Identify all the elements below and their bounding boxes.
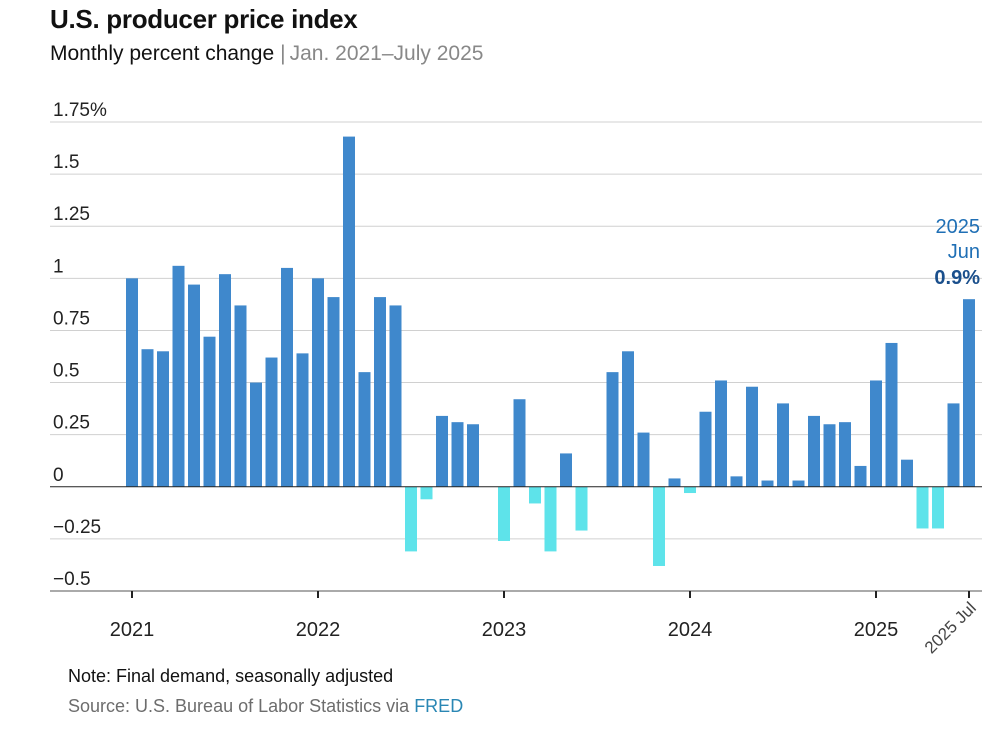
- bar-2024-08: [792, 480, 805, 487]
- bar-2025-05: [932, 486, 944, 529]
- annotation-year: 2025: [936, 216, 981, 238]
- y-tick-label: −0.5: [53, 569, 91, 590]
- bar-2024-04: [730, 476, 743, 487]
- bar-2025-07: [963, 299, 975, 487]
- bars: [126, 136, 975, 566]
- bar-2022-03: [343, 136, 355, 487]
- y-tick-label: 0.5: [53, 361, 79, 382]
- bar-2024-09: [808, 415, 820, 487]
- bar-2023-11: [653, 486, 665, 566]
- bar-2021-10: [265, 357, 278, 487]
- subtitle-separator: |: [280, 42, 286, 65]
- axes: [50, 486, 982, 592]
- subtitle-range: Jan. 2021–July 2025: [289, 42, 484, 65]
- bar-2023-03: [529, 486, 541, 504]
- y-tick-label: 0.25: [53, 413, 90, 434]
- bar-2021-07: [219, 274, 231, 487]
- y-tick-label: 1.5: [53, 152, 79, 173]
- bar-2023-04: [544, 486, 557, 552]
- latest-value-annotation: 2025 Jun 0.9%: [934, 216, 980, 289]
- bar-2024-10: [823, 424, 836, 487]
- chart-source: Source: U.S. Bureau of Labor Statistics …: [68, 696, 463, 717]
- bar-2025-02: [885, 342, 898, 487]
- bar-2022-09: [436, 415, 448, 487]
- y-tick-label: 0.75: [53, 308, 90, 329]
- bar-2021-05: [188, 284, 200, 487]
- bar-2025-01: [870, 380, 882, 487]
- bar-2022-07: [405, 486, 417, 552]
- chart-subtitle: Monthly percent change | Jan. 2021–July 20…: [50, 42, 483, 66]
- annotation-value: 0.9%: [934, 267, 980, 289]
- x-tick-label-rotated: 2025 Jul: [921, 598, 980, 657]
- bar-2024-12: [854, 465, 867, 487]
- bar-2021-03: [157, 351, 169, 487]
- bar-2022-02: [327, 297, 340, 487]
- chart-title: U.S. producer price index: [50, 4, 358, 34]
- y-tick-label: −0.25: [53, 517, 101, 538]
- bar-2025-04: [916, 486, 929, 529]
- x-tick-label: 2025: [854, 619, 899, 641]
- bar-2024-06: [761, 480, 774, 487]
- bar-2021-11: [281, 267, 293, 487]
- bar-2023-01: [498, 486, 510, 541]
- subtitle-main: Monthly percent change: [50, 42, 275, 65]
- bar-2024-11: [839, 422, 851, 487]
- bar-2022-05: [374, 297, 386, 487]
- bar-2021-12: [296, 353, 309, 487]
- bar-2021-01: [126, 278, 138, 487]
- bar-2022-04: [358, 372, 371, 487]
- bar-2023-12: [668, 478, 681, 487]
- bar-2022-11: [467, 424, 479, 487]
- bar-2023-02: [513, 399, 526, 487]
- bar-2024-05: [746, 386, 758, 487]
- bar-2025-03: [901, 459, 913, 487]
- bar-2022-10: [451, 422, 464, 487]
- source-text: Source: U.S. Bureau of Labor Statistics …: [68, 696, 410, 716]
- bar-2024-01: [684, 486, 696, 494]
- bar-2024-02: [699, 411, 712, 487]
- chart-note: Note: Final demand, seasonally adjusted: [68, 666, 394, 686]
- bar-2023-09: [622, 351, 634, 487]
- y-tick-label: 1.25: [53, 204, 90, 225]
- annotation-month: Jun: [948, 241, 980, 263]
- bar-2024-03: [715, 380, 727, 487]
- y-tick-label: 1.75%: [53, 100, 107, 121]
- bar-2025-06: [947, 403, 960, 487]
- bar-2021-09: [250, 382, 262, 487]
- bar-2023-05: [560, 453, 572, 487]
- x-axis-ticks: 2021 2022 2023 2024 2025 2025 Jul: [110, 591, 980, 657]
- y-tick-label: 1: [53, 256, 64, 277]
- x-tick-label: 2024: [668, 619, 713, 641]
- bar-2022-01: [312, 278, 324, 487]
- bar-2023-10: [637, 432, 650, 487]
- x-tick-label: 2021: [110, 619, 155, 641]
- bar-2024-07: [777, 403, 789, 487]
- y-axis-tick-labels: 1.75% 1.5 1.25 1 0.75 0.5 0.25 0 −0.25 −0.5: [53, 100, 107, 590]
- bar-2023-08: [606, 372, 619, 487]
- source-link[interactable]: FRED: [414, 696, 464, 716]
- x-tick-label: 2022: [296, 619, 341, 641]
- bar-2021-06: [203, 336, 216, 487]
- bar-2022-06: [389, 305, 402, 487]
- bar-2021-08: [234, 305, 247, 487]
- bar-2021-04: [172, 265, 185, 487]
- bar-2022-08: [420, 486, 433, 500]
- bar-2021-02: [141, 349, 154, 487]
- y-tick-label: 0: [53, 465, 64, 486]
- bar-2023-06: [575, 486, 588, 531]
- x-tick-label: 2023: [482, 619, 527, 641]
